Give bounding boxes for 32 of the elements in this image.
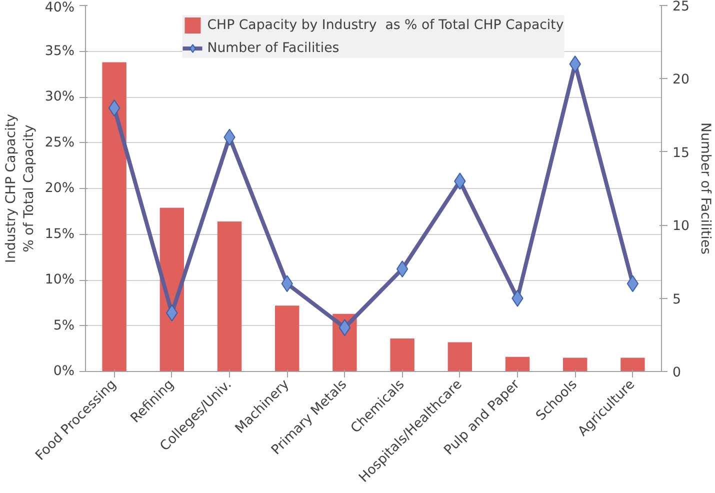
legend-label: CHP Capacity by Industry as % of Total CHP Capacity (207, 18, 564, 32)
bar (620, 358, 645, 372)
y-tick-label: 40% (44, 0, 74, 16)
y2-tick-label: 10 (672, 219, 690, 234)
y-axis-title: Industry CHP Capacity % of Total Capacity (4, 114, 37, 263)
y-tick-label: 20% (44, 181, 74, 196)
y2-axis-title: Number of Facilities (697, 122, 712, 255)
y-tick-label: 25% (44, 135, 74, 150)
bar (448, 342, 472, 372)
bar (275, 306, 300, 372)
bar (390, 338, 414, 372)
y-tick-label: 10% (44, 272, 74, 288)
y-tick-label: 15% (44, 226, 74, 242)
y-tick-label: 5% (53, 318, 75, 334)
y2-tick-label: 15 (672, 146, 690, 161)
legend-label: Number of Facilities (207, 40, 340, 56)
y2-tick-label: 5 (672, 292, 681, 308)
y2-tick-label: 0 (672, 366, 681, 380)
point (338, 319, 351, 336)
y-tick-label: 0% (53, 364, 75, 379)
bar (160, 208, 184, 372)
y2-tick-label: 25 (672, 0, 690, 14)
bar (505, 356, 530, 372)
bar (563, 358, 588, 372)
bar (102, 62, 126, 372)
y2-tick-label: 20 (672, 72, 690, 88)
point (108, 99, 120, 116)
point (626, 275, 639, 292)
point (396, 260, 408, 278)
y-tick-label: 30% (44, 90, 74, 104)
bar (217, 221, 242, 372)
y-tick-label: 35% (44, 44, 74, 59)
